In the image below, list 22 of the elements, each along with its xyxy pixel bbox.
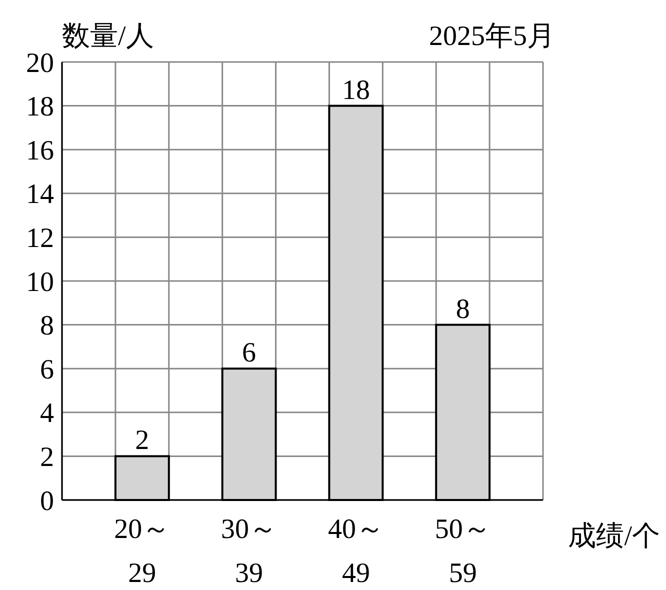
y-tick-label: 20 (26, 48, 54, 79)
y-tick-label: 2 (40, 442, 54, 473)
data-label: 18 (342, 74, 370, 106)
y-tick-label: 8 (40, 310, 54, 342)
y-tick-label: 18 (26, 92, 54, 123)
y-tick-label: 14 (26, 179, 54, 210)
x-axis-title: 成绩/个 (568, 521, 660, 552)
y-tick-label: 0 (40, 486, 54, 517)
y-tick-label: 4 (40, 398, 54, 430)
x-tick-label: 20～29 (114, 514, 170, 589)
data-label: 2 (135, 425, 150, 456)
y-tick-label: 6 (40, 354, 54, 386)
x-tick-label: 40～49 (328, 514, 384, 589)
y-axis-title: 数量/人 (62, 21, 154, 52)
data-label: 6 (242, 338, 256, 369)
x-tick-label: 30～39 (221, 514, 278, 589)
y-tick-label: 12 (26, 223, 54, 254)
y-tick-label: 16 (26, 135, 54, 166)
x-tick-label: 50～59 (434, 514, 491, 589)
chart-title: 2025年5月 (429, 21, 555, 52)
data-label: 8 (456, 294, 470, 325)
y-tick-label: 10 (26, 266, 54, 298)
